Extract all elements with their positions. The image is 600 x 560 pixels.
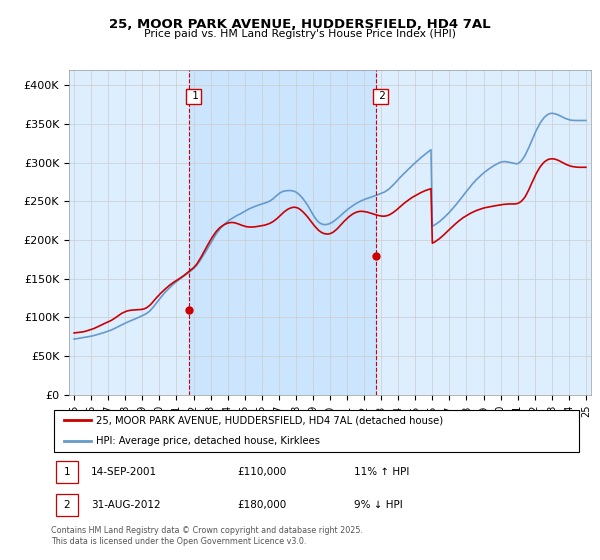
FancyBboxPatch shape [56,461,78,483]
Text: 9% ↓ HPI: 9% ↓ HPI [353,500,403,510]
Text: Contains HM Land Registry data © Crown copyright and database right 2025.
This d: Contains HM Land Registry data © Crown c… [51,526,363,546]
Text: 11% ↑ HPI: 11% ↑ HPI [353,467,409,477]
Text: £110,000: £110,000 [237,467,286,477]
FancyBboxPatch shape [56,494,78,516]
Text: 2: 2 [376,91,385,101]
Text: £180,000: £180,000 [237,500,286,510]
Text: 31-AUG-2012: 31-AUG-2012 [91,500,160,510]
Text: 2: 2 [64,500,70,510]
Text: 1: 1 [188,91,199,101]
Text: 25, MOOR PARK AVENUE, HUDDERSFIELD, HD4 7AL (detached house): 25, MOOR PARK AVENUE, HUDDERSFIELD, HD4 … [96,415,443,425]
Bar [188,70,376,395]
Text: 1: 1 [64,467,70,477]
Text: HPI: Average price, detached house, Kirklees: HPI: Average price, detached house, Kirk… [96,436,320,446]
Text: 14-SEP-2001: 14-SEP-2001 [91,467,157,477]
Text: Price paid vs. HM Land Registry's House Price Index (HPI): Price paid vs. HM Land Registry's House … [144,29,456,39]
Text: 25, MOOR PARK AVENUE, HUDDERSFIELD, HD4 7AL: 25, MOOR PARK AVENUE, HUDDERSFIELD, HD4 … [109,18,491,31]
FancyBboxPatch shape [53,409,580,452]
